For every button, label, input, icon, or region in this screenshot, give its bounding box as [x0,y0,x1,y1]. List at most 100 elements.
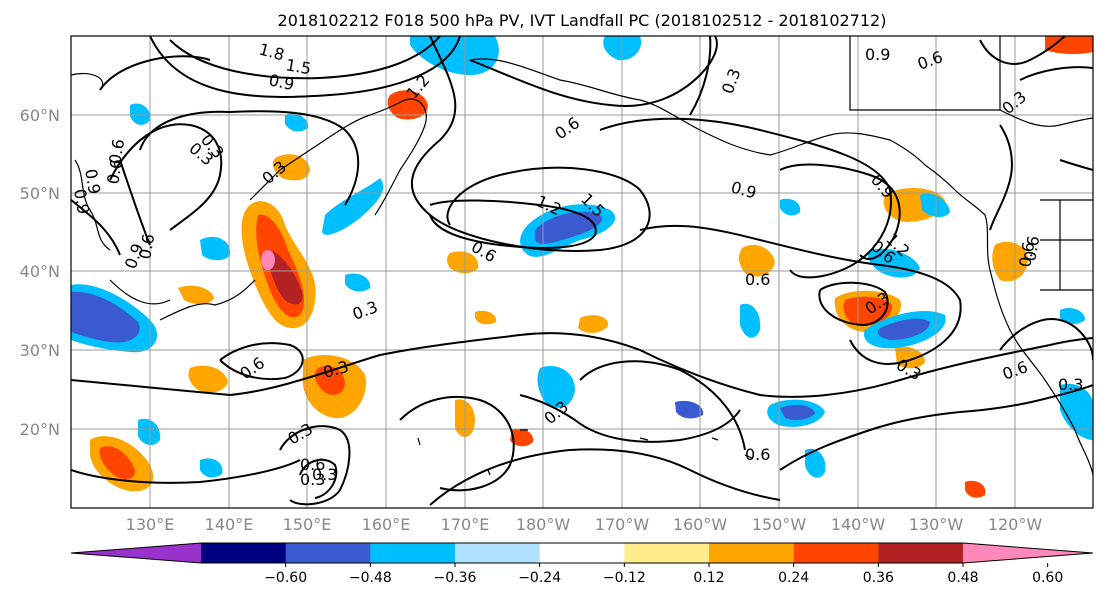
negative-anomaly-blob [780,198,801,216]
contour-label: 0.6 [745,445,770,464]
figure-title: 2018102212 F018 500 hPa PV, IVT Landfall… [278,11,887,30]
lon-label: 180°W [516,515,571,534]
graticule [71,36,1093,508]
contour-label: 0.9 [81,167,104,195]
positive-anomaly-blob [178,285,214,305]
colorbar-tick-label: 0.60 [1032,570,1063,586]
contour-label: 0.6 [1020,234,1043,262]
lon-label: 130°E [126,515,175,534]
colorbar-tick-label: −0.60 [264,570,307,586]
contour-label: 0.3 [1058,375,1083,394]
contour-label: 0.9 [267,70,296,94]
contour-label: 0.9 [70,187,93,215]
positive-anomaly-japan-peak [261,250,275,270]
colorbar-tick-label: −0.12 [603,570,646,586]
negative-anomaly-blob [780,404,815,421]
negative-anomaly-blob [675,400,704,419]
positive-anomaly-blob [1045,36,1093,55]
negative-anomaly-west-core [71,291,140,343]
colorbar-segment [878,543,964,563]
colorbar-ticks: −0.60 −0.48 −0.36 −0.24 −0.12 0.12 0.24 0.36 0.4… [264,563,1063,586]
colorbar-segment [624,543,710,563]
contour-label: 0.6 [1015,240,1038,268]
positive-anomaly-japan-max [268,250,303,305]
colorbar-tick-label: 0.24 [778,570,809,586]
contour-label: 0.6 [135,232,158,260]
contour-label: 0.6 [745,270,770,289]
colorbar-segment [709,543,795,563]
negative-anomaly-blob [410,36,499,75]
contour-label: 0.6 [105,137,128,165]
contour-label: 0.6 [300,455,325,474]
lon-label: 150°E [283,515,332,534]
negative-anomaly-blob [1060,383,1093,440]
negative-anomaly-blob [285,113,309,132]
colorbar-tick-label: 0.48 [947,570,978,586]
colorbar-tick-label: −0.24 [518,570,561,586]
negative-anomaly-blob [740,303,761,338]
negative-anomaly-blob [920,193,950,218]
map-panel: 1.8 1.5 0.9 1.2 0.9 0.6 0.3 0.6 0.9 0.6 … [70,35,1094,509]
negative-anomaly-blob [537,366,575,408]
colorbar-segment [285,543,371,563]
positive-anomaly-blob [578,315,609,334]
colorbar-segment [201,543,287,563]
negative-anomaly-blob [878,318,930,340]
negative-anomaly-blob [200,458,223,478]
lat-label: 20°N [20,420,60,439]
negative-anomaly-blob [322,178,384,235]
lon-label: 160°W [673,515,728,534]
negative-anomaly-central-core [535,211,602,244]
positive-anomaly-blob [188,365,228,393]
lon-label: 170°W [595,515,650,534]
contour-label: 0.3 [312,465,337,484]
colorbar-segment [455,543,541,563]
latitude-labels: 60°N 50°N 40°N 30°N 20°N [20,106,60,439]
colorbar-tick-label: 0.12 [693,570,724,586]
contour-label: 0.6 [103,157,126,185]
lon-label: 160°E [362,515,411,534]
colorbar-extend-min [71,543,201,563]
contour-label: 0.3 [300,470,325,489]
colorbar-outline [70,542,1094,564]
negative-anomaly-blob [200,236,231,261]
positive-anomaly-blob [99,446,136,480]
longitude-labels: 130°E 140°E 150°E 160°E 170°E 180°W 170°… [126,515,1043,534]
lon-label: 170°E [441,515,490,534]
negative-anomaly-blob [1060,308,1085,324]
contour-label: 0.9 [865,45,890,64]
lon-label: 140°E [205,515,254,534]
lon-label: 140°W [831,515,886,534]
lon-label: 120°W [988,515,1043,534]
lat-label: 50°N [20,184,60,203]
contour-label: 1.5 [284,55,312,78]
positive-anomaly-blob [475,310,497,325]
colorbar-segment [370,543,456,563]
lon-label: 130°W [909,515,964,534]
lat-label: 30°N [20,341,60,360]
pv-contours [71,36,1093,506]
colorbar-segments [70,542,1094,564]
positive-anomaly-blob [965,480,986,498]
lat-label: 60°N [20,106,60,125]
colorbar-segment [793,543,879,563]
positive-anomaly-blob [387,90,428,120]
colorbar-segment [539,543,625,563]
positive-anomaly-blob [272,154,310,181]
positive-anomaly-blob [510,428,534,447]
lat-label: 40°N [20,262,60,281]
colorbar-tick-label: −0.48 [349,570,392,586]
negative-anomaly-blob [130,103,151,125]
colorbar-extend-max [963,543,1093,563]
lon-label: 150°W [752,515,807,534]
colorbar-tick-label: 0.36 [863,570,894,586]
negative-anomaly-blob [805,448,826,478]
colorbar-tick-label: −0.36 [434,570,477,586]
coastlines [71,36,1093,476]
positive-anomaly-blob [738,244,775,277]
negative-anomaly-blob [345,273,371,292]
negative-anomaly-blob [138,418,161,445]
positive-anomaly-blob [447,251,479,274]
colorbar: −0.60 −0.48 −0.36 −0.24 −0.12 0.12 0.24 0.36 0.4… [70,542,1094,586]
